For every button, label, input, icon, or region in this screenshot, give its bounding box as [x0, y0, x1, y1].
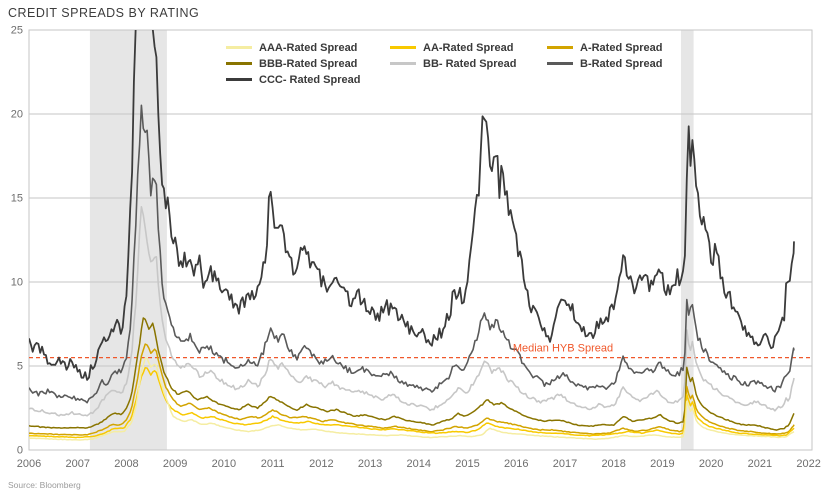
- legend-label-aa: AA-Rated Spread: [423, 41, 514, 54]
- x-tick-label: 2007: [65, 458, 89, 470]
- x-tick-label: 2018: [601, 458, 625, 470]
- series-a-line: [29, 343, 795, 436]
- series-b-line: [29, 104, 795, 404]
- series-aaa-line: [29, 357, 795, 441]
- legend-label-ccc: CCC- Rated Spread: [259, 73, 361, 86]
- x-tick-label: 2013: [358, 458, 382, 470]
- x-tick-label: 2021: [748, 458, 772, 470]
- legend-item-bb: BB- Rated Spread: [390, 57, 547, 70]
- x-tick-label: 2006: [17, 458, 41, 470]
- plot-border: [28, 29, 813, 451]
- legend-item-b: B-Rated Spread: [547, 57, 709, 70]
- x-tick-label: 2014: [407, 458, 431, 470]
- y-tick-label: 10: [11, 277, 23, 289]
- y-tick-label: 5: [17, 361, 23, 373]
- legend-swatch-bb: [390, 62, 416, 65]
- legend-swatch-a: [547, 46, 573, 49]
- legend-swatch-ccc: [226, 78, 252, 81]
- x-tick-label: 2019: [650, 458, 674, 470]
- y-tick-label: 15: [11, 193, 23, 205]
- y-tick-label: 25: [11, 25, 23, 37]
- legend: AAA-Rated Spread AA-Rated Spread A-Rated S…: [226, 41, 709, 86]
- legend-item-ccc: CCC- Rated Spread: [226, 73, 390, 86]
- legend-item-bbb: BBB-Rated Spread: [226, 57, 390, 70]
- source-note: Source: Bloomberg: [8, 480, 81, 490]
- y-tick-label: 0: [17, 445, 23, 457]
- x-tick-label: 2015: [455, 458, 479, 470]
- median-hyb-spread-label: Median HYB Spread: [513, 343, 613, 355]
- series-ccc-line: [29, 30, 795, 381]
- legend-item-aa: AA-Rated Spread: [390, 41, 547, 54]
- legend-label-aaa: AAA-Rated Spread: [259, 41, 358, 54]
- x-tick-label: 2010: [212, 458, 236, 470]
- series-group: [29, 30, 795, 441]
- legend-label-a: A-Rated Spread: [580, 41, 663, 54]
- series-aa-line: [29, 366, 795, 439]
- legend-swatch-bbb: [226, 62, 252, 65]
- series-bbb-line: [29, 317, 795, 431]
- x-tick-label: 2022: [796, 458, 820, 470]
- y-tick-label: 20: [11, 109, 23, 121]
- legend-swatch-aaa: [226, 46, 252, 49]
- legend-swatch-b: [547, 62, 573, 65]
- legend-label-bbb: BBB-Rated Spread: [259, 57, 358, 70]
- x-tick-label: 2011: [261, 458, 285, 470]
- x-tick-label: 2009: [163, 458, 187, 470]
- x-tick-label: 2020: [699, 458, 723, 470]
- recession-band-2: [680, 30, 694, 450]
- legend-item-aaa: AAA-Rated Spread: [226, 41, 390, 54]
- x-tick-label: 2017: [553, 458, 577, 470]
- legend-label-bb: BB- Rated Spread: [423, 57, 517, 70]
- legend-label-b: B-Rated Spread: [580, 57, 663, 70]
- chart-title: CREDIT SPREADS BY RATING: [8, 6, 200, 20]
- legend-item-a: A-Rated Spread: [547, 41, 709, 54]
- x-tick-label: 2008: [114, 458, 138, 470]
- x-tick-label: 2016: [504, 458, 528, 470]
- x-tick-label: 2012: [309, 458, 333, 470]
- legend-swatch-aa: [390, 46, 416, 49]
- series-bb-line: [29, 206, 795, 417]
